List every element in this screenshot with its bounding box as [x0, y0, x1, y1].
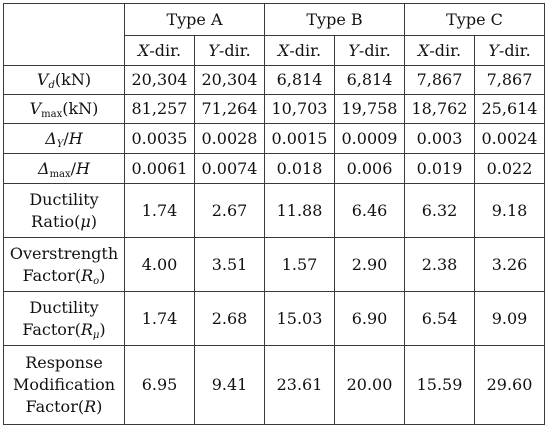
value-cell: 0.0061: [124, 153, 195, 184]
row-response-modification: Response Modification Factor(R) 6.95 9.41 …: [3, 345, 545, 425]
value-cell: 6.95: [124, 345, 195, 425]
value-cell: 9.18: [474, 183, 545, 238]
row-label-overstrength: Overstrength Factor(Ro): [3, 237, 125, 292]
value-cell: 2.90: [334, 237, 405, 292]
value-cell: 1.74: [124, 183, 195, 238]
value-cell: 3.26: [474, 237, 545, 292]
row-label-vd: Vd(kN): [3, 65, 125, 95]
value-cell: 20,304: [124, 65, 195, 95]
value-cell: 7,867: [404, 65, 475, 95]
value-cell: 0.0028: [194, 123, 265, 154]
header-row-directions: X-dir. Y-dir. X-dir. Y-dir. X-dir. Y-dir…: [4, 35, 545, 66]
row-label-ductility-factor: Ductility Factor(Rμ): [3, 291, 125, 346]
row-label-ductility-ratio: Ductility Ratio(μ): [3, 183, 125, 238]
value-cell: 19,758: [334, 94, 405, 124]
type-a-x-dir: X-dir.: [124, 35, 195, 66]
value-cell: 0.022: [474, 153, 545, 184]
value-cell: 0.006: [334, 153, 405, 184]
row-ductility-factor: Ductility Factor(Rμ) 1.74 2.68 15.03 6.90…: [3, 291, 545, 346]
corner-cell: [3, 3, 125, 66]
value-cell: 4.00: [124, 237, 195, 292]
value-cell: 6.90: [334, 291, 405, 346]
type-b-header: Type B: [264, 3, 405, 36]
type-c-header: Type C: [404, 3, 545, 36]
value-cell: 6.32: [404, 183, 475, 238]
results-table: Type A Type B Type C X-dir. Y-dir. X-dir…: [3, 3, 545, 425]
row-delta-y: ΔY/H 0.0035 0.0028 0.0015 0.0009 0.003 0…: [3, 123, 545, 154]
value-cell: 20.00: [334, 345, 405, 425]
type-c-x-dir: X-dir.: [404, 35, 475, 66]
value-cell: 6,814: [264, 65, 335, 95]
value-cell: 0.0035: [124, 123, 195, 154]
value-cell: 0.0074: [194, 153, 265, 184]
value-cell: 29.60: [474, 345, 545, 425]
value-cell: 0.0009: [334, 123, 405, 154]
type-b-y-dir: Y-dir.: [334, 35, 405, 66]
value-cell: 0.003: [404, 123, 475, 154]
value-cell: 0.018: [264, 153, 335, 184]
header-row-types: Type A Type B Type C: [3, 3, 545, 66]
value-cell: 0.0015: [264, 123, 335, 154]
value-cell: 2.38: [404, 237, 475, 292]
value-cell: 25,614: [474, 94, 545, 124]
value-cell: 71,264: [194, 94, 265, 124]
value-cell: 9.09: [474, 291, 545, 346]
value-cell: 1.57: [264, 237, 335, 292]
row-vd: Vd(kN) 20,304 20,304 6,814 6,814 7,867 7…: [3, 65, 545, 95]
value-cell: 6.46: [334, 183, 405, 238]
value-cell: 15.59: [404, 345, 475, 425]
value-cell: 20,304: [194, 65, 265, 95]
row-ductility-ratio: Ductility Ratio(μ) 1.74 2.67 11.88 6.46 6…: [3, 183, 545, 238]
row-label-delta-y: ΔY/H: [3, 123, 125, 154]
type-b-x-dir: X-dir.: [264, 35, 335, 66]
row-delta-max: Δmax/H 0.0061 0.0074 0.018 0.006 0.019 0…: [3, 153, 545, 184]
value-cell: 7,867: [474, 65, 545, 95]
value-cell: 0.0024: [474, 123, 545, 154]
value-cell: 6.54: [404, 291, 475, 346]
type-c-y-dir: Y-dir.: [474, 35, 545, 66]
row-label-vmax: Vmax(kN): [3, 94, 125, 124]
row-label-response-modification: Response Modification Factor(R): [3, 345, 125, 425]
row-label-delta-max: Δmax/H: [3, 153, 125, 184]
type-a-y-dir: Y-dir.: [194, 35, 265, 66]
value-cell: 10,703: [264, 94, 335, 124]
value-cell: 23.61: [264, 345, 335, 425]
value-cell: 11.88: [264, 183, 335, 238]
value-cell: 2.68: [194, 291, 265, 346]
value-cell: 6,814: [334, 65, 405, 95]
row-overstrength: Overstrength Factor(Ro) 4.00 3.51 1.57 2.…: [3, 237, 545, 292]
value-cell: 2.67: [194, 183, 265, 238]
value-cell: 0.019: [404, 153, 475, 184]
type-a-header: Type A: [124, 3, 265, 36]
value-cell: 18,762: [404, 94, 475, 124]
value-cell: 1.74: [124, 291, 195, 346]
value-cell: 15.03: [264, 291, 335, 346]
row-vmax: Vmax(kN) 81,257 71,264 10,703 19,758 18,…: [3, 94, 545, 124]
value-cell: 3.51: [194, 237, 265, 292]
value-cell: 9.41: [194, 345, 265, 425]
value-cell: 81,257: [124, 94, 195, 124]
